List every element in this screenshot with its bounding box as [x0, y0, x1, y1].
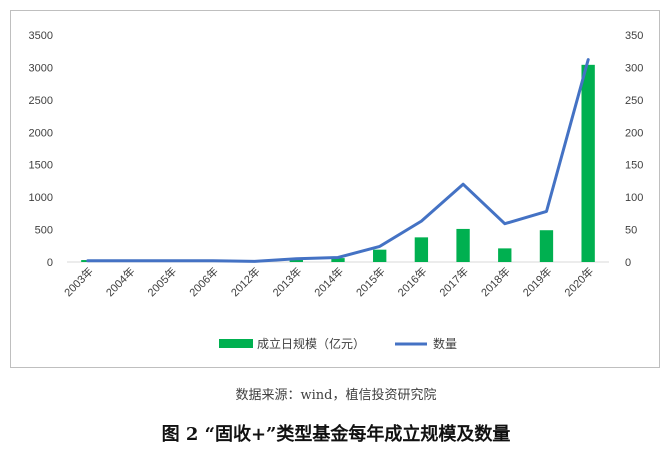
x-tick-label: 2016年 [395, 264, 430, 299]
right-tick-label: 100 [625, 192, 643, 204]
bar [498, 248, 512, 262]
x-tick-label: 2017年 [436, 264, 471, 299]
left-tick-label: 1000 [29, 192, 53, 204]
x-tick-label: 2015年 [353, 264, 388, 299]
legend-label-line: 数量 [433, 336, 457, 351]
x-tick-label: 2012年 [228, 264, 263, 299]
right-tick-label: 200 [625, 127, 643, 139]
right-tick-label: 350 [625, 30, 643, 42]
left-tick-label: 500 [35, 225, 53, 237]
left-tick-label: 3500 [29, 30, 53, 42]
legend-label-bar: 成立日规模（亿元） [257, 336, 365, 351]
right-tick-label: 300 [625, 62, 643, 74]
left-tick-label: 2500 [29, 95, 53, 107]
right-tick-label: 50 [625, 225, 637, 237]
x-tick-label: 2020年 [561, 264, 596, 299]
left-tick-label: 2000 [29, 127, 53, 139]
right-tick-label: 0 [625, 257, 631, 269]
x-tick-label: 2018年 [478, 264, 513, 299]
bar [539, 230, 554, 262]
figure-caption: 图 2 “固收+”类型基金每年成立规模及数量 [161, 424, 511, 445]
x-tick-label: 2005年 [144, 264, 179, 299]
chart-frame: 0 500 1000 1500 2000 2500 3000 3500 0 50 100 150 200… [10, 10, 660, 368]
left-tick-label: 1500 [29, 160, 53, 172]
bar [331, 258, 345, 262]
line-series [86, 58, 590, 263]
x-tick-label: 2019年 [520, 264, 555, 299]
bar [456, 228, 470, 262]
left-tick-label: 3000 [29, 62, 53, 74]
x-tick-label: 2014年 [311, 264, 346, 299]
x-tick-label: 2004年 [103, 264, 138, 299]
bar [373, 249, 387, 262]
bar [414, 237, 429, 262]
source-note: 数据来源：wind，植信投资研究院 [235, 388, 437, 403]
bar [289, 259, 303, 262]
x-tick-label: 2003年 [61, 264, 96, 299]
bar [581, 64, 595, 262]
right-tick-label: 250 [625, 95, 643, 107]
x-tick-label: 2013年 [269, 264, 304, 299]
combo-chart: 0 500 1000 1500 2000 2500 3000 3500 0 50 100 150 200… [29, 30, 644, 351]
x-tick-label: 2006年 [186, 264, 221, 299]
left-tick-label: 0 [47, 257, 53, 269]
legend-swatch-bar [219, 339, 253, 348]
right-tick-label: 150 [625, 160, 643, 172]
